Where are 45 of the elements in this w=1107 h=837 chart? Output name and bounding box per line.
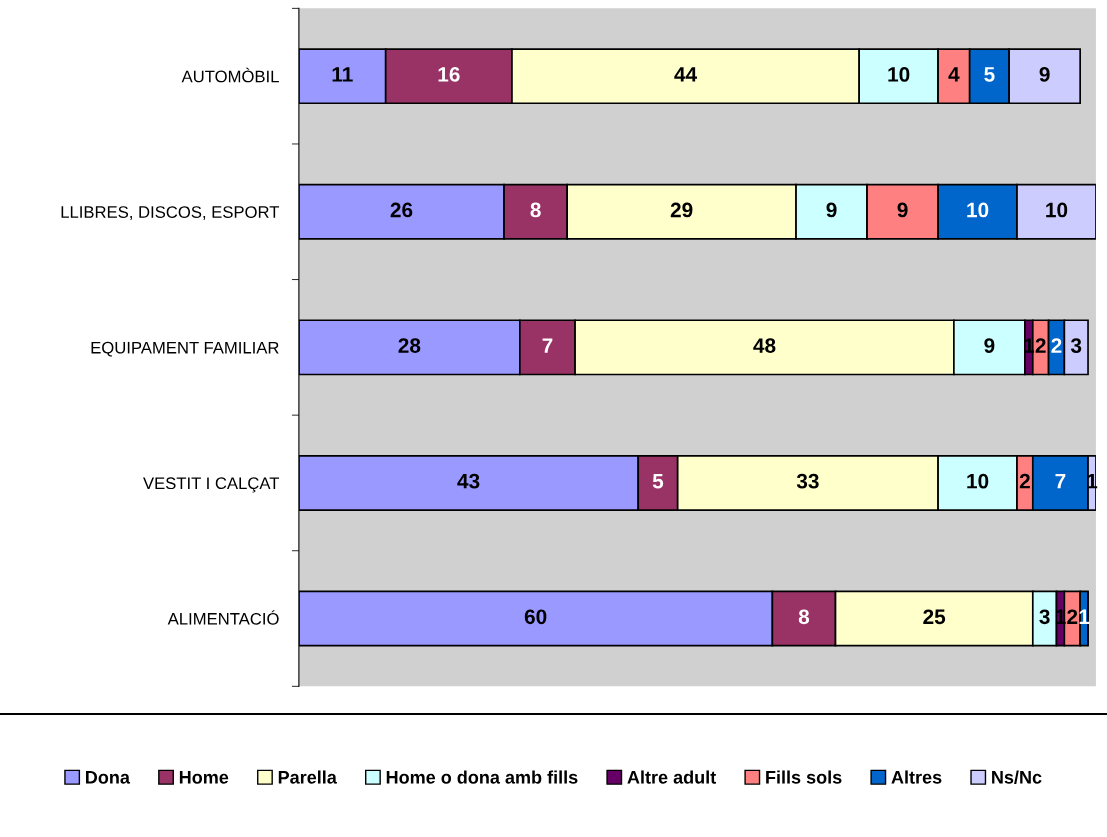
legend-label: Home — [179, 771, 229, 784]
data-label: 10 — [1046, 202, 1068, 218]
data-label: 2 — [1035, 338, 1046, 353]
data-label: 10 — [967, 202, 989, 218]
legend-label: Fills sols — [766, 770, 842, 784]
legend-label: Altres — [891, 770, 942, 784]
data-label: 29 — [670, 202, 693, 218]
legend-label: Parella — [278, 770, 337, 784]
data-label: 25 — [923, 609, 946, 625]
y-tick-label: VESTIT I CALÇAT — [143, 477, 280, 493]
data-label: 5 — [652, 474, 664, 489]
data-label: 10 — [967, 473, 989, 489]
data-label: 44 — [674, 67, 698, 82]
legend-label: Home o dona amb fills — [386, 770, 578, 784]
data-label: 7 — [1055, 474, 1066, 489]
y-tick-label: EQUIPAMENT FAMILIAR — [91, 341, 279, 357]
data-label: 2 — [1019, 473, 1030, 489]
legend-label: Dona — [86, 771, 131, 784]
data-label: 4 — [948, 67, 960, 82]
data-label: 9 — [984, 338, 995, 353]
data-label: 8 — [798, 609, 810, 625]
data-label: 3 — [1039, 609, 1050, 625]
y-tick-label: LLIBRES, DISCOS, ESPORT — [61, 206, 280, 220]
data-label: 60 — [524, 609, 547, 625]
data-label: 48 — [753, 338, 776, 353]
data-label: 7 — [542, 338, 553, 353]
data-label: 10 — [888, 67, 910, 82]
data-label: 5 — [984, 67, 995, 82]
data-label: 9 — [897, 202, 908, 218]
data-label: 26 — [390, 202, 413, 218]
data-label: 11 — [332, 67, 353, 82]
data-label: 9 — [826, 202, 837, 218]
legend-label: Ns/Nc — [992, 770, 1042, 784]
data-label: 3 — [1070, 338, 1082, 353]
data-label: 28 — [398, 338, 421, 353]
data-label: 16 — [438, 67, 460, 82]
data-label: 2 — [1051, 338, 1062, 353]
data-label: 43 — [457, 473, 480, 489]
y-tick-label: AUTOMÒBIL — [181, 67, 279, 83]
legend-label: Altre adult — [627, 770, 716, 784]
y-tick-label: ALIMENTACIÓ — [167, 610, 279, 625]
data-label: 2 — [1067, 609, 1078, 624]
data-label: 9 — [1039, 67, 1050, 82]
data-label: 33 — [796, 473, 819, 489]
data-label: 8 — [530, 202, 541, 218]
